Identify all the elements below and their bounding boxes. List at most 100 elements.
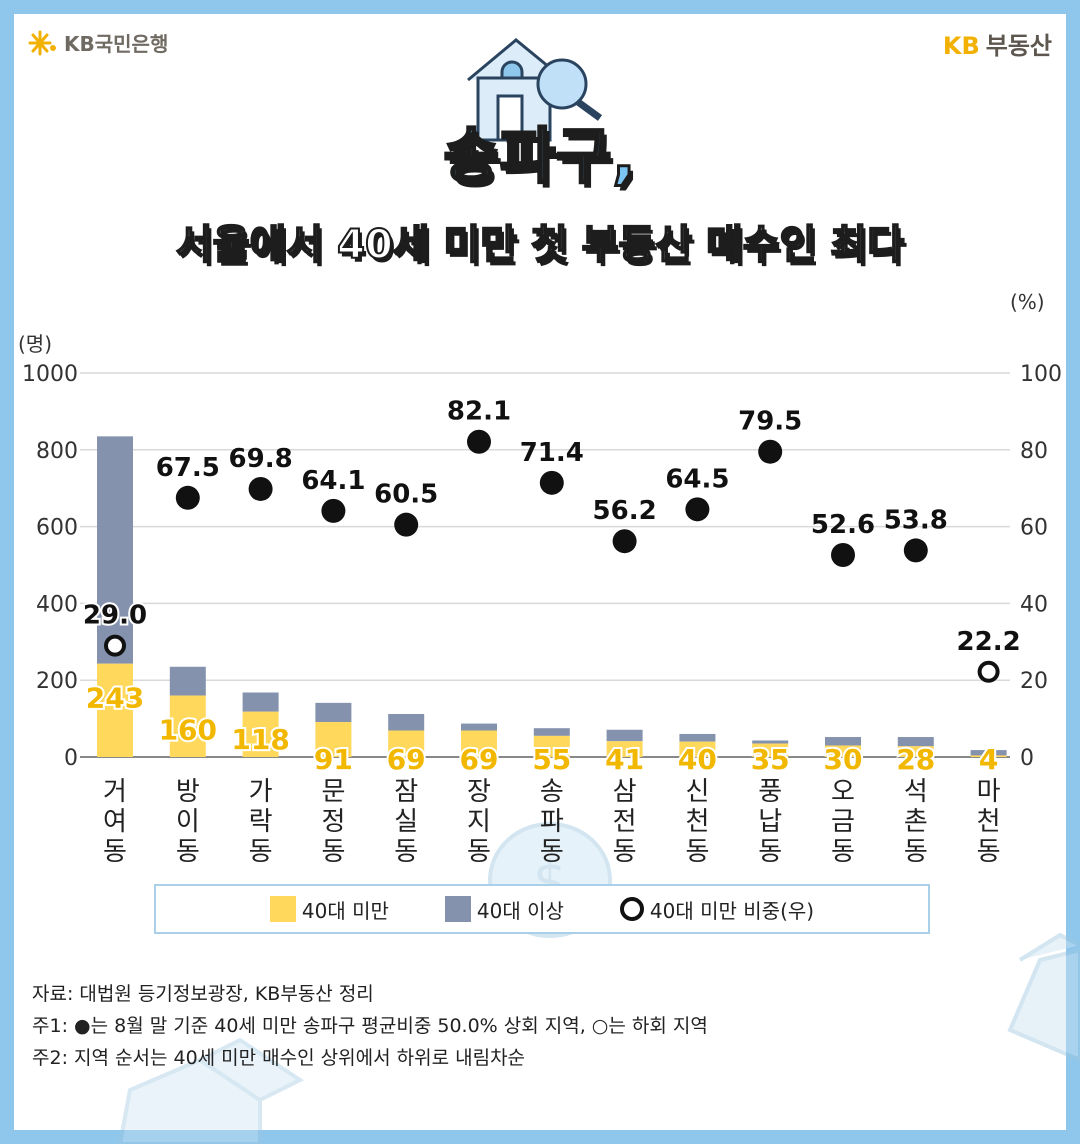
ratio-point-label: 52.6 (811, 510, 875, 540)
bar-under40 (679, 741, 716, 757)
y-right-tick-label: 100 (1020, 362, 1062, 387)
y-left-tick-label: 200 (36, 669, 78, 694)
bar-under40 (242, 711, 279, 757)
y-left-tick-label: 0 (64, 746, 78, 771)
bar-over40 (970, 750, 1007, 756)
bar-under40 (606, 741, 643, 757)
ratio-point (685, 497, 710, 522)
bar-under40-label: 4 (979, 743, 998, 776)
legend-over40: 40대 이상 (444, 895, 564, 924)
ratio-point (321, 498, 346, 523)
bar-under40-label: 40 (678, 743, 717, 776)
ratio-point (467, 429, 491, 454)
legend-label-ratio: 40대 미만 비중(우) (649, 898, 815, 923)
source-note: 자료: 대법원 등기정보광장, KB부동산 정리 (32, 983, 374, 1005)
ratio-point (394, 512, 419, 537)
bar-over40 (533, 728, 570, 736)
left-axis-unit: (명) (18, 332, 53, 356)
ratio-point-label: 64.1 (301, 466, 365, 496)
bar-under40-label: 35 (751, 743, 790, 776)
y-right-tick-label: 80 (1020, 439, 1048, 464)
ratio-point (175, 485, 200, 510)
bar-over40 (242, 692, 279, 712)
ratio-point (104, 634, 126, 657)
kb-star-icon (28, 30, 56, 55)
bar-over40 (825, 737, 861, 746)
bar-under40 (169, 695, 206, 757)
right-axis-unit: (%) (1010, 290, 1045, 314)
bar-under40 (970, 755, 1007, 757)
y-right-tick-label: 60 (1020, 516, 1048, 541)
bar-under40 (461, 730, 497, 757)
bar-under40-label: 41 (605, 743, 644, 776)
bar-over40 (752, 740, 789, 744)
ratio-point-label: 71.4 (520, 438, 584, 468)
bar-under40-label: 160 (159, 714, 217, 747)
y-left-tick-label: 400 (36, 592, 78, 617)
chart-subtitle: 서울에서 40세 미만 첫 부동산 매수인 최다 (175, 221, 905, 269)
ratio-point-label: 60.5 (374, 480, 438, 510)
house-decoration-right (1007, 932, 1080, 1063)
combo-chart: 0 200 400 600 800 1000 0 20 40 60 80 100 243 거 여 동 29.0 1… (22, 362, 1062, 867)
legend-label-under40: 40대 미만 (301, 898, 389, 923)
ratio-point (758, 439, 783, 464)
y-left-tick-label: 800 (36, 439, 78, 464)
ratio-point-label: 22.2 (957, 627, 1021, 657)
ratio-point-label: 29.0 (83, 601, 147, 631)
bar-under40 (897, 746, 934, 757)
bar-over40 (606, 729, 643, 742)
bar-under40-label: 55 (532, 743, 571, 776)
y-right-tick-label: 0 (1020, 746, 1034, 771)
bar-over40 (97, 436, 133, 664)
ratio-point-label: 53.8 (884, 505, 948, 535)
bar-under40-label: 91 (314, 743, 353, 776)
note-1: 주1: ●는 8월 말 기준 40세 미만 송파구 평균비중 50.0% 상회 … (32, 1015, 708, 1037)
bar-over40 (315, 702, 352, 723)
note-2: 주2: 지역 순서는 40세 미만 매수인 상위에서 하위로 내림차순 (32, 1047, 526, 1069)
ratio-point (612, 529, 637, 554)
bar-under40 (315, 722, 352, 757)
bar-under40-label: 28 (896, 743, 935, 776)
bar-over40 (388, 713, 425, 731)
bar-over40 (679, 733, 716, 742)
ratio-point-label: 82.1 (447, 397, 511, 427)
bar-under40-label: 243 (86, 682, 144, 715)
ratio-point (831, 543, 855, 568)
ratio-point (539, 470, 564, 495)
legend-label-over40: 40대 이상 (476, 898, 564, 923)
house-search-icon (467, 38, 603, 142)
bar-under40 (825, 745, 861, 757)
ratio-point (977, 660, 1000, 683)
y-right-tick-label: 20 (1020, 669, 1048, 694)
chart-title: 송파구, (442, 121, 637, 194)
y-right-tick-label: 40 (1020, 592, 1048, 617)
ratio-point-label: 69.8 (229, 444, 293, 474)
legend-swatch-over40 (444, 896, 471, 922)
bank-name: KB국민은행 (64, 32, 169, 56)
bar-under40 (533, 735, 570, 757)
bar-under40 (97, 663, 133, 757)
ratio-point (248, 476, 273, 501)
bar-over40 (169, 666, 206, 696)
ratio-point-label: 56.2 (593, 496, 657, 526)
legend-ratio: 40대 미만 비중(우) (619, 895, 815, 924)
house-decoration-left (117, 1037, 304, 1144)
infographic-card (14, 14, 1066, 1130)
legend-marker-ratio (619, 897, 644, 921)
y-left-tick-label: 1000 (22, 362, 78, 387)
brand-kb: KB (942, 32, 980, 60)
bar-under40-label: 30 (824, 743, 863, 776)
footnotes: 자료: 대법원 등기정보광장, KB부동산 정리 주1: ●는 8월 말 기준 … (32, 978, 708, 1074)
